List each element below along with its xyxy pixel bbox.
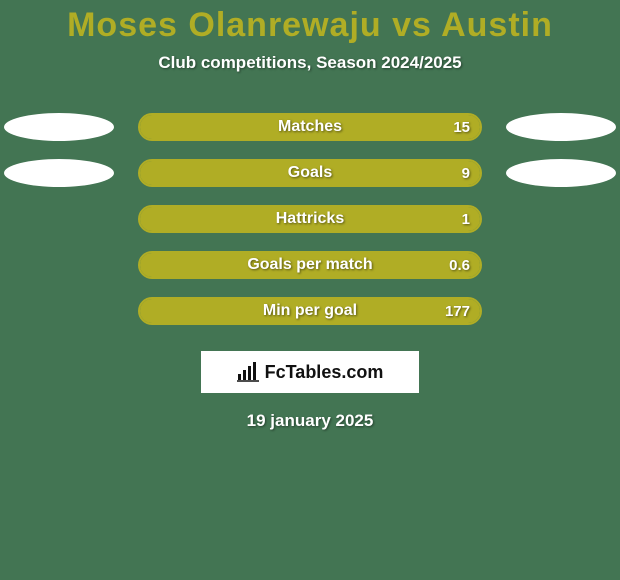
- avatar-oval-left: [4, 159, 114, 187]
- stat-row: Hattricks 1: [0, 205, 620, 233]
- page-subtitle: Club competitions, Season 2024/2025: [158, 53, 461, 73]
- stat-row: Matches 15: [0, 113, 620, 141]
- stats-rows: Matches 15 Goals 9 Hattricks 1 Goals per match…: [0, 113, 620, 325]
- stat-label: Goals: [288, 164, 332, 182]
- stat-label: Goals per match: [247, 256, 372, 274]
- stat-bar: Goals per match 0.6: [138, 251, 482, 279]
- stat-value: 15: [453, 119, 470, 136]
- stat-bar: Goals 9: [138, 159, 482, 187]
- brand-box: FcTables.com: [201, 351, 419, 393]
- stat-label: Matches: [278, 118, 342, 136]
- date-label: 19 january 2025: [247, 411, 374, 431]
- stat-value: 9: [462, 165, 470, 182]
- stat-row: Goals per match 0.6: [0, 251, 620, 279]
- stat-bar: Matches 15: [138, 113, 482, 141]
- page-title: Moses Olanrewaju vs Austin: [67, 6, 553, 45]
- stat-bar: Hattricks 1: [138, 205, 482, 233]
- stat-value: 0.6: [449, 257, 470, 274]
- stat-label: Hattricks: [276, 210, 344, 228]
- avatar-oval-right: [506, 159, 616, 187]
- stat-bar: Min per goal 177: [138, 297, 482, 325]
- stat-value: 1: [462, 211, 470, 228]
- comparison-infographic: Moses Olanrewaju vs Austin Club competit…: [0, 0, 620, 580]
- brand-text: FcTables.com: [265, 362, 384, 383]
- stat-row: Goals 9: [0, 159, 620, 187]
- stat-value: 177: [445, 303, 470, 320]
- bar-chart-icon: [237, 362, 259, 382]
- avatar-oval-right: [506, 113, 616, 141]
- stat-row: Min per goal 177: [0, 297, 620, 325]
- stat-label: Min per goal: [263, 302, 357, 320]
- avatar-oval-left: [4, 113, 114, 141]
